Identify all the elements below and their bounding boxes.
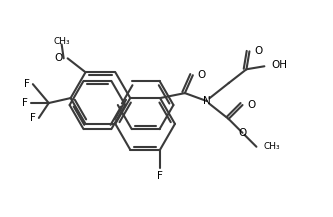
Text: CH₃: CH₃ <box>53 37 70 46</box>
Text: F: F <box>22 98 28 108</box>
Text: CH₃: CH₃ <box>263 142 280 151</box>
Text: F: F <box>157 171 163 181</box>
Text: F: F <box>30 113 36 123</box>
Text: O: O <box>254 46 263 56</box>
Text: N: N <box>203 96 210 106</box>
Text: OH: OH <box>271 60 287 70</box>
Text: O: O <box>54 53 63 63</box>
Text: F: F <box>24 79 30 89</box>
Text: O: O <box>247 100 256 110</box>
Text: O: O <box>238 128 247 138</box>
Text: O: O <box>198 70 206 80</box>
